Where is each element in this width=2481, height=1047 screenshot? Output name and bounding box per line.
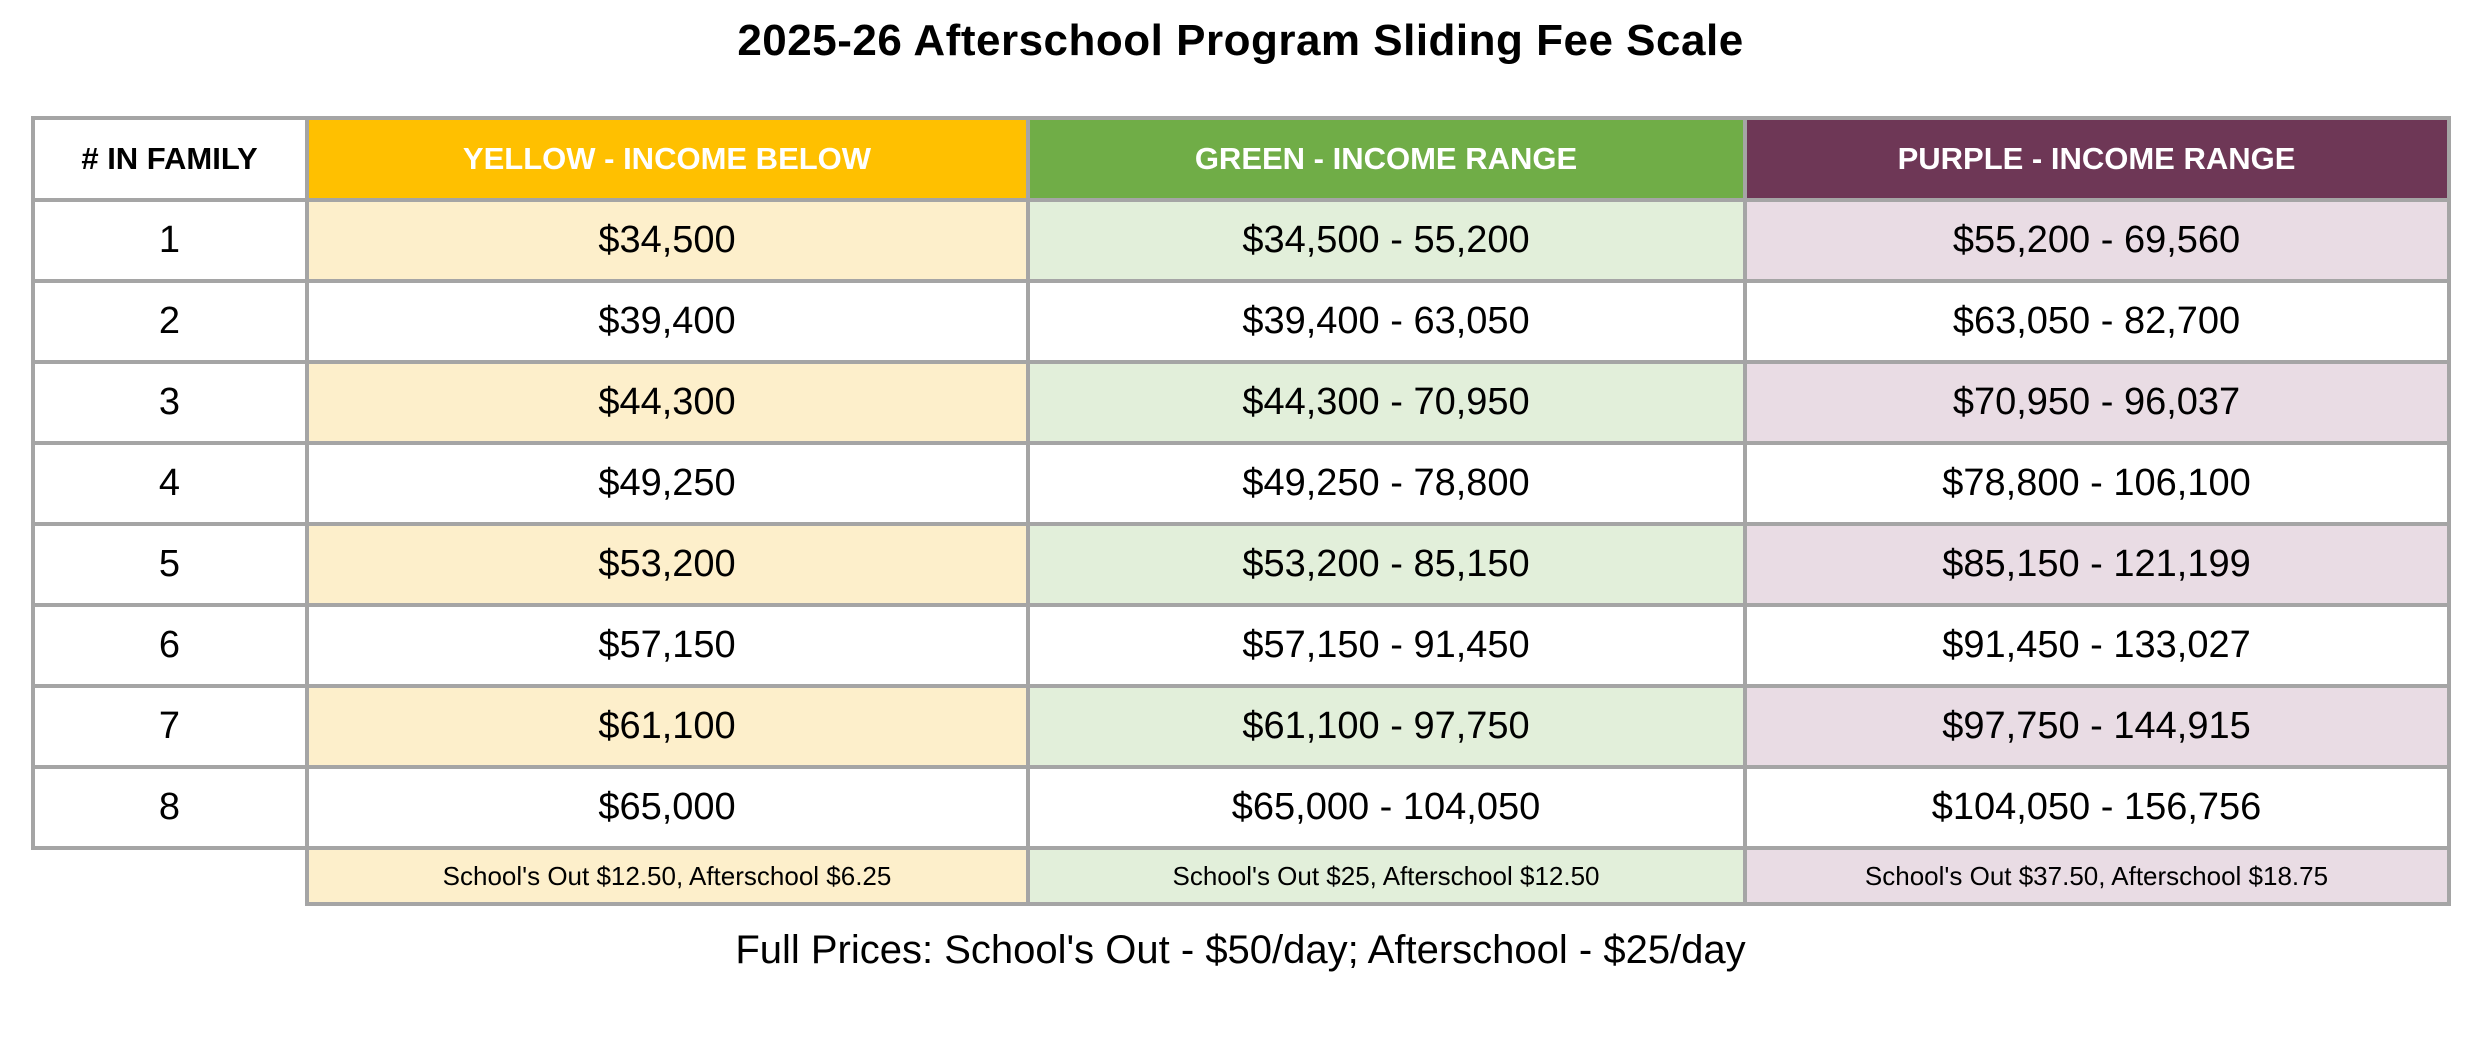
green-income-cell: $44,300 - 70,950 [1025, 360, 1747, 445]
green-footer-price-cell: School's Out $25, Afterschool $12.50 [1025, 846, 1747, 906]
full-prices-caption: Full Prices: School's Out - $50/day; Aft… [735, 928, 1746, 972]
green-income-cell: $53,200 - 85,150 [1025, 522, 1747, 607]
table-row: 2 $39,400 $39,400 - 63,050 $63,050 - 82,… [30, 279, 2451, 364]
col-header-green-income-range: GREEN - INCOME RANGE [1025, 116, 1747, 202]
table-row: 8 $65,000 $65,000 - 104,050 $104,050 - 1… [30, 765, 2451, 850]
sliding-fee-scale-table: # IN FAMILY YELLOW - INCOME BELOW GREEN … [30, 116, 2451, 906]
family-size-cell: 3 [30, 360, 309, 445]
table-row: 5 $53,200 $53,200 - 85,150 $85,150 - 121… [30, 522, 2451, 607]
table-row: 7 $61,100 $61,100 - 97,750 $97,750 - 144… [30, 684, 2451, 769]
purple-footer-price-cell: School's Out $37.50, Afterschool $18.75 [1742, 846, 2451, 906]
yellow-income-cell: $53,200 [304, 522, 1030, 607]
green-income-cell: $57,150 - 91,450 [1025, 603, 1747, 688]
purple-income-cell: $78,800 - 106,100 [1742, 441, 2451, 526]
family-size-cell: 8 [30, 765, 309, 850]
yellow-income-cell: $44,300 [304, 360, 1030, 445]
family-size-cell: 4 [30, 441, 309, 526]
col-header-purple-income-range: PURPLE - INCOME RANGE [1742, 116, 2451, 202]
green-income-cell: $39,400 - 63,050 [1025, 279, 1747, 364]
family-size-cell: 1 [30, 198, 309, 283]
yellow-income-cell: $57,150 [304, 603, 1030, 688]
purple-income-cell: $63,050 - 82,700 [1742, 279, 2451, 364]
yellow-income-cell: $61,100 [304, 684, 1030, 769]
col-header-family-size: # IN FAMILY [30, 116, 309, 202]
table-row: 4 $49,250 $49,250 - 78,800 $78,800 - 106… [30, 441, 2451, 526]
purple-income-cell: $104,050 - 156,756 [1742, 765, 2451, 850]
yellow-income-cell: $65,000 [304, 765, 1030, 850]
table-row: 1 $34,500 $34,500 - 55,200 $55,200 - 69,… [30, 198, 2451, 283]
family-size-cell: 6 [30, 603, 309, 688]
page-title: 2025-26 Afterschool Program Sliding Fee … [737, 16, 1744, 65]
purple-income-cell: $55,200 - 69,560 [1742, 198, 2451, 283]
price-footer-row: School's Out $12.50, Afterschool $6.25 S… [33, 846, 2451, 906]
purple-income-cell: $97,750 - 144,915 [1742, 684, 2451, 769]
green-income-cell: $49,250 - 78,800 [1025, 441, 1747, 526]
col-header-yellow-income-below: YELLOW - INCOME BELOW [304, 116, 1030, 202]
footer-spacer-cell [33, 848, 307, 904]
yellow-income-cell: $39,400 [304, 279, 1030, 364]
family-size-cell: 2 [30, 279, 309, 364]
purple-income-cell: $91,450 - 133,027 [1742, 603, 2451, 688]
green-income-cell: $34,500 - 55,200 [1025, 198, 1747, 283]
family-size-cell: 5 [30, 522, 309, 607]
table-row: 6 $57,150 $57,150 - 91,450 $91,450 - 133… [30, 603, 2451, 688]
yellow-income-cell: $49,250 [304, 441, 1030, 526]
purple-income-cell: $85,150 - 121,199 [1742, 522, 2451, 607]
green-income-cell: $61,100 - 97,750 [1025, 684, 1747, 769]
yellow-income-cell: $34,500 [304, 198, 1030, 283]
table-row: 3 $44,300 $44,300 - 70,950 $70,950 - 96,… [30, 360, 2451, 445]
purple-income-cell: $70,950 - 96,037 [1742, 360, 2451, 445]
table-header-row: # IN FAMILY YELLOW - INCOME BELOW GREEN … [30, 116, 2451, 202]
family-size-cell: 7 [30, 684, 309, 769]
green-income-cell: $65,000 - 104,050 [1025, 765, 1747, 850]
yellow-footer-price-cell: School's Out $12.50, Afterschool $6.25 [304, 846, 1030, 906]
